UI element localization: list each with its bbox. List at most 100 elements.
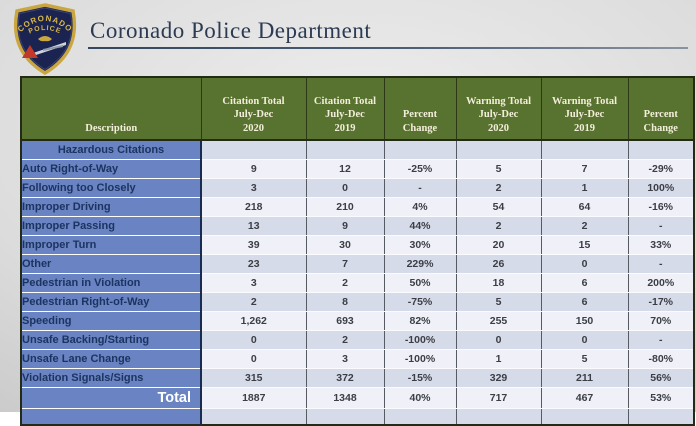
cell-warning-pct-change: 100% xyxy=(627,178,694,198)
cell-citation-2019: 693 xyxy=(305,311,384,331)
cell-citation-pct-change: 82% xyxy=(383,311,456,331)
cell-warning-2020: 2 xyxy=(455,178,541,198)
row-label: Violation Signals/Signs xyxy=(21,368,201,388)
cell-warning-2019: 5 xyxy=(540,349,628,369)
cell-warning-pct-change: 53% xyxy=(627,387,694,409)
cell-citation-2020: 9 xyxy=(200,159,306,179)
cell-warning-2020 xyxy=(455,408,541,426)
row-label: Following too Closely xyxy=(21,178,201,198)
table-row: Unsafe Backing/Starting 0 2 -100% 0 0 - xyxy=(21,330,694,350)
row-label: Pedestrian Right-of-Way xyxy=(21,292,201,312)
table-row: Speeding 1,262 693 82% 255 150 70% xyxy=(21,311,694,331)
cell-citation-pct-change: -100% xyxy=(383,330,456,350)
cell-citation-2019: 8 xyxy=(305,292,384,312)
cell-warning-2019: 15 xyxy=(540,235,628,255)
cell-citation-2020: 39 xyxy=(200,235,306,255)
cell-citation-2020: 0 xyxy=(200,330,306,350)
cell-warning-2019: 0 xyxy=(540,254,628,274)
cell-warning-2019: 6 xyxy=(540,292,628,312)
svg-text:POLICE: POLICE xyxy=(28,25,63,36)
cell-warning-2019: 2 xyxy=(540,216,628,236)
cell-warning-2019: 467 xyxy=(540,387,628,409)
cell-citation-2019: 210 xyxy=(305,197,384,217)
cell-warning-2020 xyxy=(455,140,541,160)
table-section-row: Hazardous Citations xyxy=(21,140,694,160)
cell-warning-2019: 150 xyxy=(540,311,628,331)
cell-citation-pct-change: -100% xyxy=(383,349,456,369)
col-header-percent-change-warnings: Percent Change xyxy=(627,77,694,141)
cell-citation-pct-change: 40% xyxy=(383,387,456,409)
cell-warning-2020: 54 xyxy=(455,197,541,217)
cell-warning-pct-change: -29% xyxy=(627,159,694,179)
cell-warning-2019: 0 xyxy=(540,330,628,350)
cell-warning-pct-change: - xyxy=(627,330,694,350)
cell-citation-2020 xyxy=(200,408,306,426)
row-label: Improper Turn xyxy=(21,235,201,255)
cell-citation-pct-change: 44% xyxy=(383,216,456,236)
cell-citation-2019: 1348 xyxy=(305,387,384,409)
cell-citation-pct-change: - xyxy=(383,178,456,198)
row-label: Unsafe Backing/Starting xyxy=(21,330,201,350)
cell-warning-2019: 1 xyxy=(540,178,628,198)
cell-warning-2019: 6 xyxy=(540,273,628,293)
section-label: Hazardous Citations xyxy=(21,140,201,160)
table-empty-row xyxy=(21,408,694,426)
cell-warning-pct-change: 33% xyxy=(627,235,694,255)
cell-citation-2019: 2 xyxy=(305,330,384,350)
table-header-row: Description Citation Total July-Dec 2020… xyxy=(21,77,694,141)
page-title: Coronado Police Department xyxy=(90,18,372,43)
cell-warning-pct-change: 56% xyxy=(627,368,694,388)
cell-warning-pct-change: -16% xyxy=(627,197,694,217)
row-label: Other xyxy=(21,254,201,274)
cell-citation-2019 xyxy=(305,408,384,426)
cell-warning-2020: 0 xyxy=(455,330,541,350)
cell-citation-2019: 2 xyxy=(305,273,384,293)
row-label: Speeding xyxy=(21,311,201,331)
cell-citation-pct-change: 50% xyxy=(383,273,456,293)
row-label: Pedestrian in Violation xyxy=(21,273,201,293)
table-row: Violation Signals/Signs 315 372 -15% 329… xyxy=(21,368,694,388)
cell-citation-2019: 0 xyxy=(305,178,384,198)
cell-citation-pct-change: -15% xyxy=(383,368,456,388)
table-row: Improper Driving 218 210 4% 54 64 -16% xyxy=(21,197,694,217)
table-total-row: Total 1887 1348 40% 717 467 53% xyxy=(21,387,694,409)
total-label: Total xyxy=(21,387,201,409)
cell-citation-2020: 218 xyxy=(200,197,306,217)
table-row: Auto Right-of-Way 9 12 -25% 5 7 -29% xyxy=(21,159,694,179)
cell-citation-2019: 12 xyxy=(305,159,384,179)
col-header-description: Description xyxy=(21,77,201,141)
table-row: Pedestrian in Violation 3 2 50% 18 6 200… xyxy=(21,273,694,293)
cell-warning-2019 xyxy=(540,140,628,160)
cell-citation-pct-change: 30% xyxy=(383,235,456,255)
cell-warning-pct-change: - xyxy=(627,254,694,274)
citation-warning-table: Description Citation Total July-Dec 2020… xyxy=(20,76,695,426)
cell-citation-2020: 3 xyxy=(200,178,306,198)
cell-citation-2020: 2 xyxy=(200,292,306,312)
cell-citation-2019: 30 xyxy=(305,235,384,255)
cell-citation-2019 xyxy=(305,140,384,160)
cell-citation-pct-change: 4% xyxy=(383,197,456,217)
table-row: Following too Closely 3 0 - 2 1 100% xyxy=(21,178,694,198)
col-header-warning-total-2020: Warning Total July-Dec 2020 xyxy=(455,77,541,141)
cell-warning-pct-change: - xyxy=(627,216,694,236)
cell-warning-pct-change xyxy=(627,408,694,426)
cell-citation-pct-change xyxy=(383,408,456,426)
cell-citation-2020: 1,262 xyxy=(200,311,306,331)
col-header-citation-total-2019: Citation Total July-Dec 2019 xyxy=(305,77,384,141)
cell-warning-2020: 329 xyxy=(455,368,541,388)
cell-citation-2020: 13 xyxy=(200,216,306,236)
cell-citation-2020: 1887 xyxy=(200,387,306,409)
row-label xyxy=(21,408,201,426)
cell-citation-pct-change: 229% xyxy=(383,254,456,274)
row-label: Improper Driving xyxy=(21,197,201,217)
cell-citation-2019: 372 xyxy=(305,368,384,388)
cell-warning-2020: 20 xyxy=(455,235,541,255)
cell-warning-2020: 255 xyxy=(455,311,541,331)
cell-warning-pct-change: 70% xyxy=(627,311,694,331)
cell-warning-2019: 211 xyxy=(540,368,628,388)
table-row: Pedestrian Right-of-Way 2 8 -75% 5 6 -17… xyxy=(21,292,694,312)
shield-icon: CORONADO POLICE xyxy=(13,3,77,76)
cell-citation-2020: 3 xyxy=(200,273,306,293)
cell-warning-2020: 5 xyxy=(455,292,541,312)
cell-warning-2020: 18 xyxy=(455,273,541,293)
